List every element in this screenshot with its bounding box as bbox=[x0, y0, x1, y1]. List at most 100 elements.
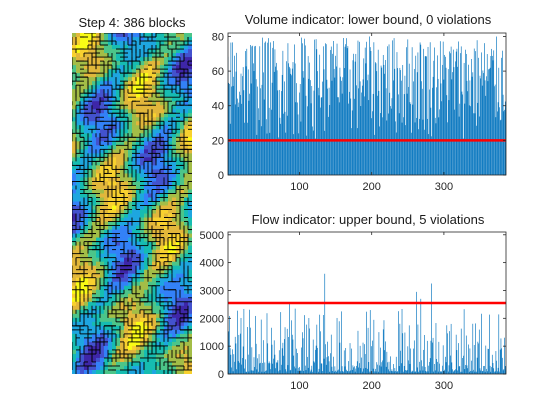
bar bbox=[304, 45, 306, 175]
bar bbox=[450, 53, 451, 175]
map-cell bbox=[108, 113, 113, 118]
map-cell bbox=[132, 149, 137, 154]
bar bbox=[319, 314, 321, 374]
map-cell bbox=[160, 37, 165, 42]
map-cell bbox=[156, 357, 161, 363]
map-cell bbox=[176, 133, 181, 138]
map-cell bbox=[156, 349, 161, 355]
map-cell bbox=[136, 313, 141, 319]
map-cell bbox=[124, 165, 129, 170]
map-cell bbox=[184, 165, 189, 170]
map-cell bbox=[88, 41, 93, 46]
map-cell bbox=[184, 177, 189, 182]
bar bbox=[422, 119, 424, 175]
map-cell bbox=[92, 121, 97, 126]
bar bbox=[253, 357, 255, 374]
map-cell bbox=[120, 241, 125, 247]
map-cell bbox=[168, 273, 173, 279]
map-cell bbox=[144, 201, 149, 206]
map-cell bbox=[180, 233, 185, 238]
bar bbox=[437, 55, 438, 175]
map-cell bbox=[76, 169, 81, 174]
map-cell bbox=[152, 157, 157, 162]
map-cell bbox=[88, 345, 93, 351]
map-cell bbox=[176, 105, 181, 110]
map-cell bbox=[112, 101, 117, 106]
map-cell bbox=[76, 221, 81, 226]
bar bbox=[260, 362, 261, 374]
bar bbox=[243, 308, 245, 374]
map-cell bbox=[104, 141, 109, 146]
map-cell bbox=[120, 353, 125, 359]
map-cell bbox=[144, 37, 149, 42]
map-cell bbox=[136, 53, 141, 58]
map-cell bbox=[132, 365, 137, 371]
bar bbox=[409, 102, 411, 175]
map-cell bbox=[88, 261, 93, 267]
map-cell bbox=[152, 237, 157, 243]
map-cell bbox=[100, 285, 105, 291]
bar bbox=[462, 358, 463, 374]
map-cell bbox=[96, 213, 101, 218]
bar bbox=[256, 369, 258, 374]
map-cell bbox=[108, 289, 113, 295]
map-cell bbox=[152, 209, 157, 214]
map-cell bbox=[152, 205, 157, 210]
map-cell bbox=[80, 257, 85, 263]
map-cell bbox=[168, 85, 173, 90]
map-cell bbox=[184, 205, 189, 210]
map-cell bbox=[92, 37, 97, 42]
map-cell bbox=[152, 125, 157, 130]
map-cell bbox=[124, 121, 129, 126]
map-cell bbox=[188, 233, 192, 238]
map-cell bbox=[124, 33, 129, 38]
map-cell bbox=[92, 281, 97, 287]
map-cell bbox=[96, 293, 101, 299]
map-cell bbox=[148, 337, 153, 343]
map-cell bbox=[96, 345, 101, 351]
bar bbox=[478, 116, 480, 175]
map-cell bbox=[108, 137, 113, 142]
map-cell bbox=[144, 289, 149, 295]
bar bbox=[345, 348, 347, 374]
map-cell bbox=[164, 133, 169, 138]
map-cell bbox=[140, 37, 145, 42]
bar bbox=[369, 371, 370, 374]
map-cell bbox=[76, 301, 81, 307]
map-cell bbox=[76, 369, 81, 374]
map-cell bbox=[156, 37, 161, 42]
bar bbox=[362, 79, 364, 175]
map-cell bbox=[184, 197, 189, 202]
map-cell bbox=[132, 321, 137, 327]
map-cell bbox=[88, 133, 93, 138]
bar bbox=[267, 343, 269, 374]
bar bbox=[474, 113, 476, 175]
map-cell bbox=[128, 317, 133, 323]
map-cell bbox=[108, 121, 113, 126]
bar bbox=[304, 38, 305, 175]
map-cell bbox=[140, 317, 145, 323]
map-cell bbox=[124, 149, 129, 154]
map-cell bbox=[176, 341, 181, 347]
bar bbox=[275, 368, 276, 374]
bar bbox=[382, 360, 383, 374]
map-cell bbox=[152, 301, 157, 307]
map-cell bbox=[188, 229, 192, 234]
map-cell bbox=[184, 233, 189, 238]
map-cell bbox=[96, 181, 101, 186]
map-cell bbox=[168, 233, 173, 238]
map-cell bbox=[144, 161, 149, 166]
map-cell bbox=[88, 105, 93, 110]
map-cell bbox=[156, 369, 161, 374]
map-cell bbox=[156, 121, 161, 126]
map-cell bbox=[96, 113, 101, 118]
bar bbox=[289, 66, 290, 175]
map-cell bbox=[184, 289, 189, 295]
map-cell bbox=[112, 237, 117, 243]
bar bbox=[306, 324, 308, 374]
map-cell bbox=[112, 349, 117, 355]
map-cell bbox=[160, 305, 165, 311]
map-cell bbox=[144, 81, 149, 86]
map-cell bbox=[88, 201, 93, 206]
map-cell bbox=[132, 369, 137, 374]
